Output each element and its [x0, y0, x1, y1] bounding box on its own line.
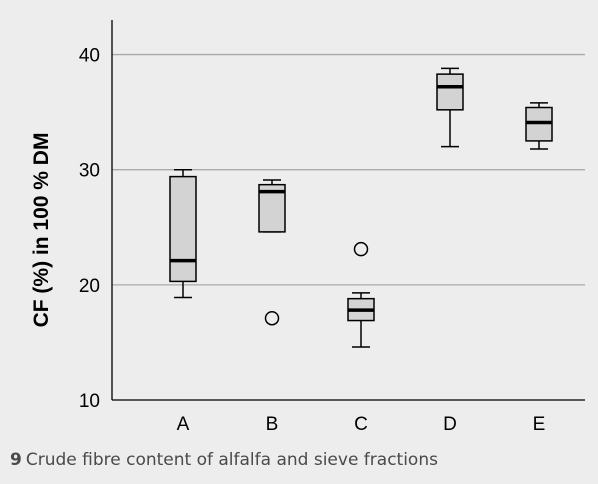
- y-tick-label-30: 30: [79, 161, 100, 182]
- caption-number: 9: [10, 450, 22, 470]
- box-layer: [169, 67, 553, 348]
- caption-text: Crude fibre content of alfalfa and sieve…: [25, 450, 438, 470]
- outlier-B-0: [264, 310, 280, 326]
- y-tick-label-10: 10: [79, 391, 100, 412]
- outlier-C-0: [353, 241, 369, 257]
- y-axis-title: CF (%) in 100 % DM: [30, 133, 53, 328]
- x-tick-label-B: B: [266, 414, 279, 435]
- y-tick-label-20: 20: [79, 276, 100, 297]
- x-tick-label-D: D: [443, 414, 457, 435]
- box-group-C: [347, 241, 375, 348]
- x-tick-label-E: E: [533, 414, 546, 435]
- box-group-B: [258, 179, 286, 326]
- box-group-A: [169, 168, 197, 299]
- box-A: [169, 175, 197, 283]
- box-D: [436, 73, 464, 111]
- box-group-E: [525, 102, 553, 150]
- x-tick-label-C: C: [354, 414, 368, 435]
- axis-layer: 10 20 30 40 A B C D E: [79, 20, 585, 435]
- y-tick-label-40: 40: [79, 46, 100, 67]
- box-group-D: [436, 67, 464, 148]
- figure-caption: 9 Crude fibre content of alfalfa and siev…: [10, 450, 438, 470]
- boxplot-chart: CF (%) in 100 % DM 10 20 30 40 A B C D E: [30, 20, 585, 435]
- x-tick-label-A: A: [177, 414, 190, 435]
